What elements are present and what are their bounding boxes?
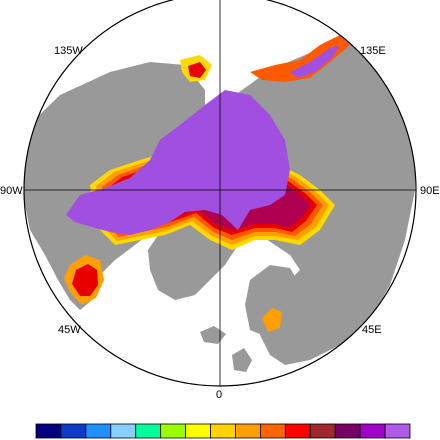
scandinavia-land — [245, 265, 300, 335]
colorbar-swatch — [85, 423, 112, 439]
colorbar-swatch — [135, 423, 162, 439]
lon-label-90e: 90E — [420, 185, 440, 197]
pacific-ice-core — [290, 45, 340, 78]
colorbar-swatch — [110, 423, 137, 439]
iceland-land — [200, 326, 226, 344]
british-isles-land — [232, 348, 252, 372]
colorbar-swatch — [235, 423, 261, 439]
okhotsk-ice-core — [188, 62, 206, 78]
pacific-ice-edge — [250, 35, 350, 82]
colorbar — [35, 423, 411, 439]
lon-label-45e: 45E — [362, 324, 382, 336]
colorbar-swatch — [259, 423, 286, 439]
colorbar-swatch — [35, 423, 62, 439]
labrador-ice-core — [72, 264, 98, 296]
colorbar-swatch — [309, 423, 336, 439]
baltic-ice — [262, 308, 282, 332]
colorbar-swatch — [210, 423, 236, 439]
colorbar-swatch — [284, 423, 311, 439]
lon-label-45w: 45W — [58, 324, 81, 336]
lon-label-0: 0 — [216, 389, 222, 401]
novaya-zemlya-land — [318, 195, 345, 235]
map-content — [24, 35, 415, 372]
lon-label-90w: 90W — [0, 185, 23, 197]
lon-label-135w: 135W — [54, 45, 83, 57]
colorbar-swatch — [384, 423, 411, 439]
colorbar-swatch — [185, 423, 211, 439]
colorbar-swatch — [60, 423, 87, 439]
map-border — [23, 0, 417, 387]
lon-label-135e: 135E — [360, 45, 386, 57]
central-ice-pack — [66, 90, 290, 235]
colorbar-swatch — [160, 423, 186, 439]
colorbar-swatch — [359, 423, 386, 439]
colorbar-swatch — [334, 423, 361, 439]
